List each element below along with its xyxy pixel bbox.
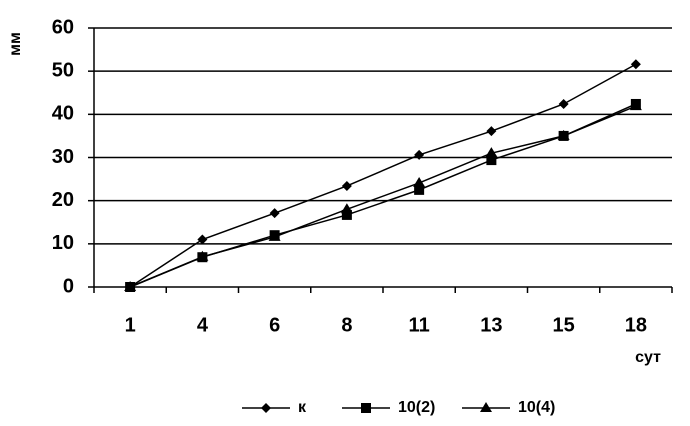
x-tick-label: 11: [409, 314, 430, 336]
marker: [485, 147, 498, 158]
marker: [341, 209, 352, 220]
x-tick-label: 8: [341, 314, 352, 336]
marker: [414, 184, 425, 195]
marker: [197, 234, 208, 245]
marker: [361, 403, 371, 413]
marker: [269, 208, 280, 219]
marker: [413, 176, 426, 187]
marker: [268, 230, 281, 241]
y-tick-label: 0: [63, 275, 74, 297]
legend-label: к: [298, 399, 307, 416]
legend-label: 10(2): [398, 399, 435, 416]
marker: [629, 100, 642, 111]
marker: [486, 126, 497, 137]
y-tick-label: 50: [52, 59, 74, 81]
y-tick-label: 30: [52, 146, 74, 168]
marker: [480, 402, 492, 412]
marker: [124, 281, 137, 291]
marker: [558, 98, 569, 109]
series-line: [129, 63, 637, 288]
x-axis-label: сут: [635, 349, 661, 366]
y-axis-label: мм: [7, 32, 24, 56]
x-tick-label: 1: [125, 314, 136, 336]
y-tick-label: 20: [52, 189, 74, 211]
marker: [557, 129, 570, 140]
x-tick-label: 4: [197, 314, 209, 336]
marker: [196, 250, 209, 261]
y-tick-label: 60: [52, 16, 74, 38]
legend-label: 10(4): [518, 399, 555, 416]
marker: [261, 403, 271, 413]
y-tick-label: 10: [52, 232, 74, 254]
marker: [340, 203, 353, 214]
marker: [414, 149, 425, 160]
series-line: [129, 105, 637, 288]
x-tick-label: 6: [269, 314, 280, 336]
x-tick-label: 15: [553, 314, 575, 336]
marker: [486, 155, 497, 166]
x-tick-label: 13: [480, 314, 502, 336]
x-tick-label: 18: [625, 314, 647, 336]
y-tick-label: 40: [52, 103, 74, 125]
marker: [630, 59, 641, 70]
marker: [341, 180, 352, 191]
